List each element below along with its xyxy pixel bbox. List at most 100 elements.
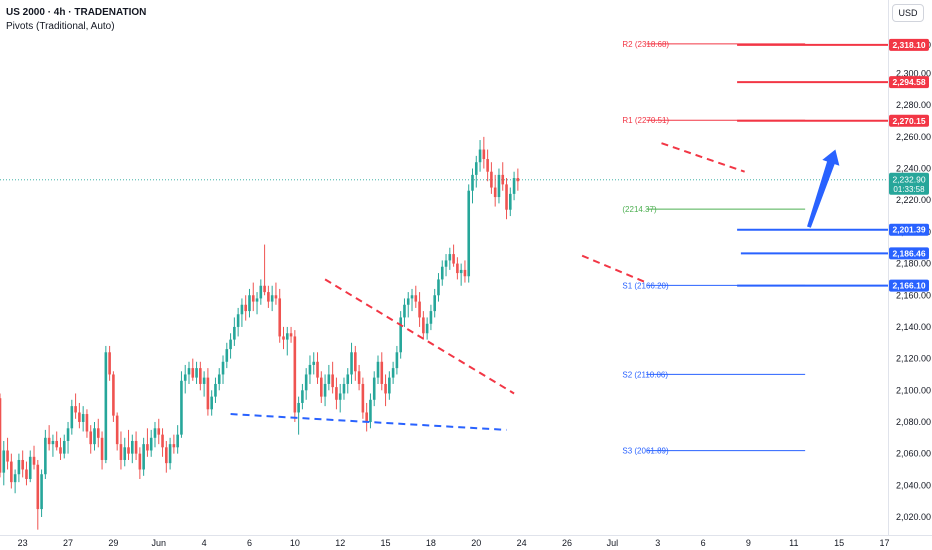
candle-body <box>236 314 240 327</box>
candle-body <box>0 398 2 473</box>
candle-body <box>62 440 66 454</box>
candle-body <box>85 414 89 432</box>
candle-body <box>338 393 342 400</box>
price-tick-label: 2,160.00 <box>896 290 931 300</box>
candle-body <box>403 304 406 318</box>
candle-body <box>248 295 251 312</box>
level-price-tag <box>889 223 929 236</box>
last-price-label: 2,232.90 <box>892 174 925 184</box>
candle-body <box>161 434 164 448</box>
candle-body <box>153 428 157 438</box>
candle-body <box>36 464 40 510</box>
candle-body <box>361 383 365 413</box>
level-price-label: 2,318.10 <box>892 40 925 50</box>
candle-body <box>444 260 448 267</box>
time-tick-label: 6 <box>701 538 706 548</box>
symbol-title[interactable]: US 2000 · 4h · TRADENATION <box>6 7 147 18</box>
candle-body <box>13 474 17 483</box>
candle-body <box>463 269 467 277</box>
candle-body <box>327 374 331 384</box>
candle-body <box>100 437 104 460</box>
time-tick-label: 17 <box>880 538 890 548</box>
candle-body <box>229 339 232 350</box>
pivot-label: S1 (2166.20) <box>622 281 669 290</box>
candle-body <box>165 447 168 464</box>
bar-countdown: 01:33:58 <box>893 185 925 194</box>
candle-body <box>414 295 418 302</box>
chart-header: US 2000 · 4h · TRADENATION Pivots (Tradi… <box>6 6 146 34</box>
candle-body <box>267 292 270 302</box>
candle-body <box>172 444 176 448</box>
candle-body <box>51 440 55 445</box>
level-price-label: 2,294.58 <box>892 77 925 87</box>
candle-body <box>195 368 198 378</box>
indicator-legend[interactable]: Pivots (Traditional, Auto) <box>6 21 115 32</box>
candle-body <box>482 149 486 160</box>
candle-body <box>74 406 77 413</box>
trendline <box>324 278 515 395</box>
candle-body <box>293 336 297 413</box>
candle-body <box>202 377 206 384</box>
level-price-tag <box>889 247 929 260</box>
time-axis[interactable]: 23 27 29 Jun 4 6 10 12 15 18 20 24 26 Jul 3 6 9 11 15 17 <box>0 535 932 549</box>
trendline <box>581 254 647 284</box>
candle-body <box>240 304 244 315</box>
candle-body <box>516 178 520 182</box>
time-tick-label: 24 <box>517 538 527 548</box>
candle-body <box>418 301 421 318</box>
candle-body <box>316 361 319 378</box>
candle-body <box>357 371 361 384</box>
candle-body <box>206 377 210 410</box>
candle-body <box>369 399 372 422</box>
candle-body <box>346 374 350 384</box>
candle-body <box>21 459 24 470</box>
candle-body <box>138 453 142 470</box>
candle-body <box>297 402 300 413</box>
plot-area[interactable]: R2 (2318.68) R1 (2270.51) (2214.37) S1 (216… <box>0 40 888 530</box>
level-price-tag <box>889 76 929 89</box>
candle-body <box>17 459 21 475</box>
candle-body <box>486 159 489 172</box>
price-axis[interactable]: 2,020.00 2,040.00 2,060.00 2,080.00 2,100.00… <box>888 0 932 535</box>
candle-body <box>320 377 323 397</box>
candle-body <box>440 266 444 280</box>
candle-body <box>406 298 410 305</box>
candle-body <box>149 437 153 451</box>
time-tick-label: 4 <box>202 538 207 548</box>
candle-body <box>323 383 327 397</box>
price-tick-label: 2,220.00 <box>896 195 931 205</box>
candle-body <box>304 374 308 391</box>
candle-body <box>478 149 482 163</box>
level-price-tag <box>889 279 929 292</box>
candle-body <box>384 383 387 394</box>
candle-body <box>199 368 202 384</box>
candle-body <box>509 193 512 210</box>
candle-body <box>40 474 43 510</box>
candle-body <box>244 304 247 312</box>
level-price-label: 2,201.39 <box>892 225 925 235</box>
currency-button[interactable]: USD <box>892 4 924 22</box>
time-tick-label: 26 <box>562 538 572 548</box>
trendline <box>661 142 745 173</box>
candle-body <box>376 361 380 378</box>
time-tick-label: 12 <box>335 538 345 548</box>
candle-body <box>10 461 13 483</box>
candle-body <box>342 383 346 394</box>
candle-body <box>108 352 111 375</box>
candle-body <box>259 285 263 299</box>
candle-body <box>115 415 119 445</box>
candle-body <box>350 352 353 375</box>
candle-body <box>289 333 293 337</box>
candle-body <box>104 352 108 460</box>
time-tick-label: 9 <box>746 538 751 548</box>
candle-body <box>131 440 134 454</box>
candle-body <box>255 298 259 302</box>
candle-body <box>119 444 123 460</box>
candle-body <box>157 428 161 435</box>
price-tick-label: 2,040.00 <box>896 480 931 490</box>
arrow-icon <box>807 149 840 228</box>
level-price-label: 2,186.46 <box>892 248 925 258</box>
time-tick-label: Jun <box>152 538 167 548</box>
candle-body <box>123 447 127 460</box>
